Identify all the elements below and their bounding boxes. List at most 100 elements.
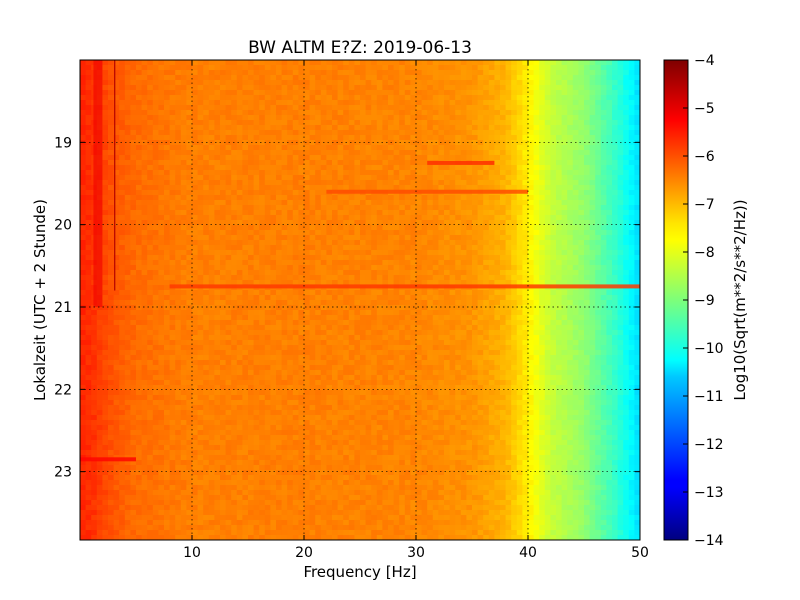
heatmap-cell xyxy=(152,215,159,221)
heatmap-cell xyxy=(399,65,406,71)
heatmap-cell xyxy=(231,165,238,171)
heatmap-cell xyxy=(455,290,462,296)
heatmap-cell xyxy=(253,210,260,216)
heatmap-cell xyxy=(348,165,355,171)
heatmap-cell xyxy=(326,185,333,191)
heatmap-cell xyxy=(169,190,176,196)
heatmap-cell xyxy=(595,165,602,171)
heatmap-cell xyxy=(119,245,126,251)
heatmap-cell xyxy=(567,150,574,156)
heatmap-cell xyxy=(113,215,120,221)
heatmap-cell xyxy=(488,220,495,226)
heatmap-cell xyxy=(522,110,529,116)
heatmap-cell xyxy=(589,100,596,106)
heatmap-cell xyxy=(399,195,406,201)
heatmap-cell xyxy=(449,185,456,191)
heatmap-cell xyxy=(449,210,456,216)
heatmap-cell xyxy=(544,245,551,251)
heatmap-cell xyxy=(494,250,501,256)
heatmap-cell xyxy=(539,65,546,71)
heatmap-cell xyxy=(589,150,596,156)
heatmap-cell xyxy=(315,130,322,136)
heatmap-cell xyxy=(376,235,383,241)
heatmap-cell xyxy=(197,80,204,86)
heatmap-cell xyxy=(528,250,535,256)
heatmap-cell xyxy=(220,130,227,136)
heatmap-cell xyxy=(382,115,389,121)
heatmap-cell xyxy=(376,195,383,201)
heatmap-cell xyxy=(264,175,271,181)
heatmap-cell xyxy=(416,140,423,146)
heatmap-cell xyxy=(477,130,484,136)
heatmap-cell xyxy=(533,235,540,241)
heatmap-cell xyxy=(589,140,596,146)
heatmap-cell xyxy=(511,65,518,71)
heatmap-cell xyxy=(320,210,327,216)
heatmap-cell xyxy=(326,260,333,266)
heatmap-cell xyxy=(567,180,574,186)
heatmap-cell xyxy=(634,115,640,121)
heatmap-cell xyxy=(584,95,591,101)
heatmap-cell xyxy=(270,110,277,116)
heatmap-cell xyxy=(337,170,344,176)
heatmap-cell xyxy=(113,60,120,66)
heatmap-cell xyxy=(432,60,439,66)
heatmap-cell xyxy=(292,150,299,156)
heatmap-cell xyxy=(449,280,456,286)
heatmap-cell xyxy=(304,185,311,191)
heatmap-cell xyxy=(511,205,518,211)
heatmap-cell xyxy=(270,305,277,311)
heatmap-cell xyxy=(102,200,109,206)
heatmap-cell xyxy=(152,65,159,71)
heatmap-cell xyxy=(102,180,109,186)
heatmap-cell xyxy=(483,155,490,161)
heatmap-cell xyxy=(595,250,602,256)
heatmap-cell xyxy=(404,260,411,266)
heatmap-cell xyxy=(236,70,243,76)
heatmap-cell xyxy=(147,90,154,96)
heatmap-cell xyxy=(203,235,210,241)
heatmap-cell xyxy=(203,280,210,286)
heatmap-cell xyxy=(371,215,378,221)
heatmap-cell xyxy=(617,245,624,251)
heatmap-cell xyxy=(466,235,473,241)
heatmap-cell xyxy=(326,140,333,146)
heatmap-cell xyxy=(522,230,529,236)
heatmap-cell xyxy=(102,275,109,281)
heatmap-cell xyxy=(511,265,518,271)
heatmap-cell xyxy=(152,260,159,266)
heatmap-cell xyxy=(600,240,607,246)
heatmap-cell xyxy=(488,65,495,71)
heatmap-cell xyxy=(399,80,406,86)
heatmap-cell xyxy=(147,250,154,256)
heatmap-cell xyxy=(556,280,563,286)
heatmap-cell xyxy=(388,260,395,266)
heatmap-cell xyxy=(477,250,484,256)
heatmap-cell xyxy=(634,120,640,126)
heatmap-cell xyxy=(320,290,327,296)
heatmap-cell xyxy=(348,300,355,306)
heatmap-cell xyxy=(270,135,277,141)
heatmap-cell xyxy=(136,300,143,306)
heatmap-cell xyxy=(606,190,613,196)
heatmap-cell xyxy=(259,60,266,66)
heatmap-cell xyxy=(382,165,389,171)
heatmap-cell xyxy=(147,105,154,111)
heatmap-cell xyxy=(248,60,255,66)
heatmap-cell xyxy=(175,260,182,266)
heatmap-cell xyxy=(164,165,171,171)
heatmap-cell xyxy=(119,150,126,156)
heatmap-cell xyxy=(354,60,361,66)
heatmap-cell xyxy=(511,170,518,176)
heatmap-cell xyxy=(208,165,215,171)
heatmap-cell xyxy=(236,75,243,81)
heatmap-cell xyxy=(455,85,462,91)
heatmap-cell xyxy=(292,175,299,181)
heatmap-cell xyxy=(169,205,176,211)
heatmap-cell xyxy=(388,195,395,201)
heatmap-cell xyxy=(186,130,193,136)
heatmap-cell xyxy=(533,135,540,141)
heatmap-cell xyxy=(449,300,456,306)
heatmap-cell xyxy=(253,200,260,206)
heatmap-cell xyxy=(628,110,635,116)
